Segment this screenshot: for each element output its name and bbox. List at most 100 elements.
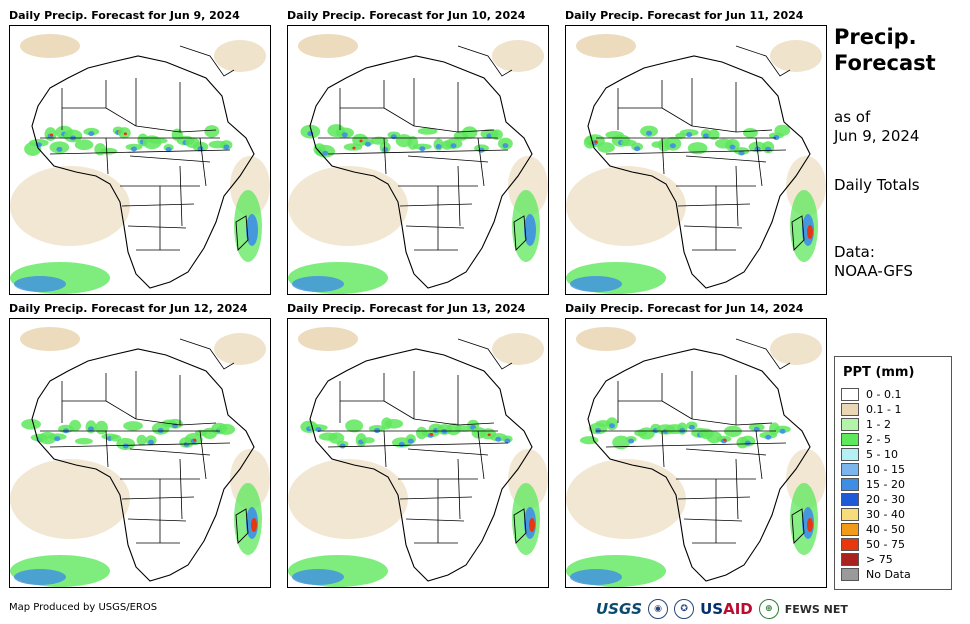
globe-icon: ⊕ — [758, 599, 779, 619]
country-border — [62, 80, 107, 109]
legend-item: > 75 — [841, 552, 893, 567]
legend-label: 5 - 10 — [866, 448, 898, 461]
africa-outline — [587, 348, 811, 582]
country-border — [413, 418, 459, 426]
country-border — [735, 458, 739, 520]
madagascar-outline — [791, 215, 805, 252]
legend-swatch — [841, 478, 859, 491]
precip-map-graphic — [10, 327, 270, 587]
panel-title: Daily Precip. Forecast for Jun 9, 2024 — [9, 9, 240, 22]
rain-cell — [99, 147, 118, 155]
country-border — [407, 155, 489, 163]
rain-cell-heavy — [315, 427, 322, 433]
ocean-rain-extreme — [807, 225, 813, 239]
legend-item: 0 - 0.1 — [841, 387, 901, 402]
rain-cell-heavy — [634, 146, 641, 152]
mideast-border — [179, 45, 235, 77]
rain-cell — [74, 139, 94, 151]
legend-label: 2 - 5 — [866, 433, 891, 446]
country-border — [685, 155, 767, 163]
rain-cell-heavy — [504, 438, 511, 444]
rain-cell-heavy — [628, 438, 635, 444]
country-border — [105, 137, 109, 175]
ocean-rain-extreme — [251, 518, 257, 532]
dry-area — [10, 166, 130, 246]
rain-cell-extreme — [487, 433, 491, 437]
legend-item: 20 - 30 — [841, 492, 905, 507]
country-border — [735, 422, 773, 426]
rain-cell-heavy — [594, 428, 601, 434]
africa-outline — [31, 348, 255, 582]
precip-legend: PPT (mm) 0 - 0.1 0.1 - 1 1 - 2 2 - 5 5 - 10 1… — [834, 356, 952, 590]
country-border — [683, 225, 743, 229]
rain-cell — [461, 126, 478, 139]
rain-cell-heavy — [686, 132, 693, 138]
dry-area — [576, 327, 636, 351]
country-border — [691, 125, 737, 133]
precip-map-graphic — [10, 34, 270, 294]
precip-map — [9, 318, 271, 588]
country-border — [691, 418, 737, 426]
rain-cell — [742, 127, 758, 138]
country-border — [457, 422, 495, 426]
country-border — [685, 448, 767, 456]
country-border — [62, 373, 107, 402]
rain-cell — [708, 129, 720, 140]
country-border — [457, 165, 461, 227]
legend-label: No Data — [866, 568, 911, 581]
rain-cell — [345, 419, 364, 433]
fews-net-logo: FEWS NET — [784, 602, 848, 616]
rain-cell-heavy — [495, 436, 502, 442]
totals-label: Daily Totals — [834, 176, 920, 194]
dry-area — [20, 34, 80, 58]
rain-band — [570, 276, 622, 292]
as-of-date: as of Jun 9, 2024 — [834, 108, 919, 146]
sidebar-title: Precip. Forecast — [834, 24, 936, 76]
country-border — [199, 137, 207, 187]
rain-band — [14, 569, 66, 585]
rain-cell-heavy — [398, 441, 405, 447]
legend-item: No Data — [841, 567, 911, 582]
rain-cell — [21, 418, 41, 430]
data-source-label: Data: — [834, 243, 875, 261]
madagascar-outline — [235, 508, 249, 545]
country-border — [677, 496, 751, 500]
country-border — [661, 430, 665, 468]
country-border — [129, 448, 211, 456]
legend-swatch — [841, 463, 859, 476]
legend-label: 1 - 2 — [866, 418, 891, 431]
dry-area — [10, 459, 130, 539]
rain-cell-extreme — [49, 133, 54, 137]
rain-cell-extreme — [352, 146, 356, 150]
madagascar-outline — [513, 508, 527, 545]
country-border — [327, 442, 509, 448]
rain-cell — [217, 423, 236, 435]
precip-map — [287, 25, 549, 295]
rain-cell-heavy — [382, 147, 389, 153]
africa-outline — [309, 348, 533, 582]
panel-title: Daily Precip. Forecast for Jun 11, 2024 — [565, 9, 804, 22]
legend-label: 10 - 15 — [866, 463, 905, 476]
legend-item: 15 - 20 — [841, 477, 905, 492]
rain-cell-heavy — [147, 439, 154, 445]
rain-cell-heavy — [56, 146, 63, 152]
rain-cell-heavy — [223, 144, 230, 150]
dry-area — [770, 40, 822, 72]
rain-cell — [774, 124, 791, 137]
rain-cell-heavy — [197, 146, 204, 152]
legend-swatch — [841, 388, 859, 401]
dry-area — [298, 34, 358, 58]
country-border — [477, 430, 485, 480]
country-border — [477, 137, 485, 187]
legend-swatch — [841, 568, 859, 581]
rain-cell — [687, 142, 708, 155]
rain-cell-heavy — [646, 130, 653, 136]
rain-cell — [328, 432, 345, 444]
ocean-rain-extreme — [529, 518, 535, 532]
rain-cell-heavy — [435, 144, 442, 150]
rain-cell-heavy — [765, 434, 772, 440]
ocean-rain-extreme — [807, 518, 813, 532]
legend-swatch — [841, 433, 859, 446]
rain-cell-heavy — [165, 147, 172, 153]
madagascar-outline — [791, 508, 805, 545]
